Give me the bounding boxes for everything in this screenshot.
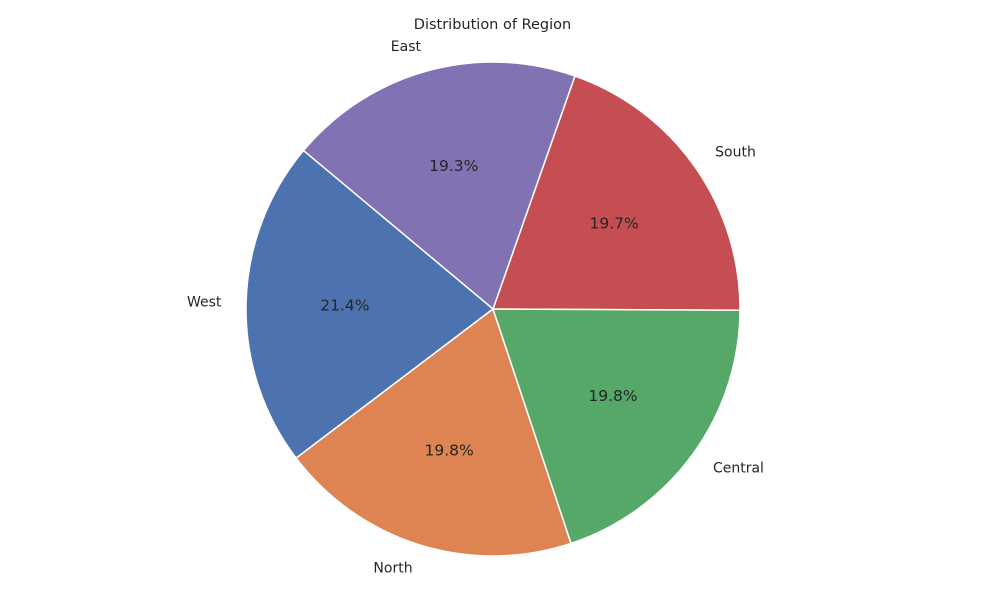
label-west: West <box>187 294 222 310</box>
pie-slices <box>245 61 741 557</box>
chart-title: Distribution of Region <box>414 17 571 33</box>
slice-central <box>492 308 741 545</box>
slice-east <box>302 61 576 310</box>
label-east: East <box>391 39 422 55</box>
slice-north <box>295 308 572 557</box>
percent-central: 19.8% <box>588 387 637 405</box>
slice-west <box>245 149 494 459</box>
percent-north: 19.8% <box>425 442 474 460</box>
percent-west: 21.4% <box>320 296 369 314</box>
percent-south: 19.7% <box>590 215 639 233</box>
percent-east: 19.3% <box>429 157 478 175</box>
label-south: South <box>715 145 756 161</box>
label-central: Central <box>713 460 764 476</box>
pie-labels: South 19.7% East 19.3% West 21.4% North 19.8% Ce… <box>187 39 764 577</box>
label-north: North <box>373 561 412 577</box>
